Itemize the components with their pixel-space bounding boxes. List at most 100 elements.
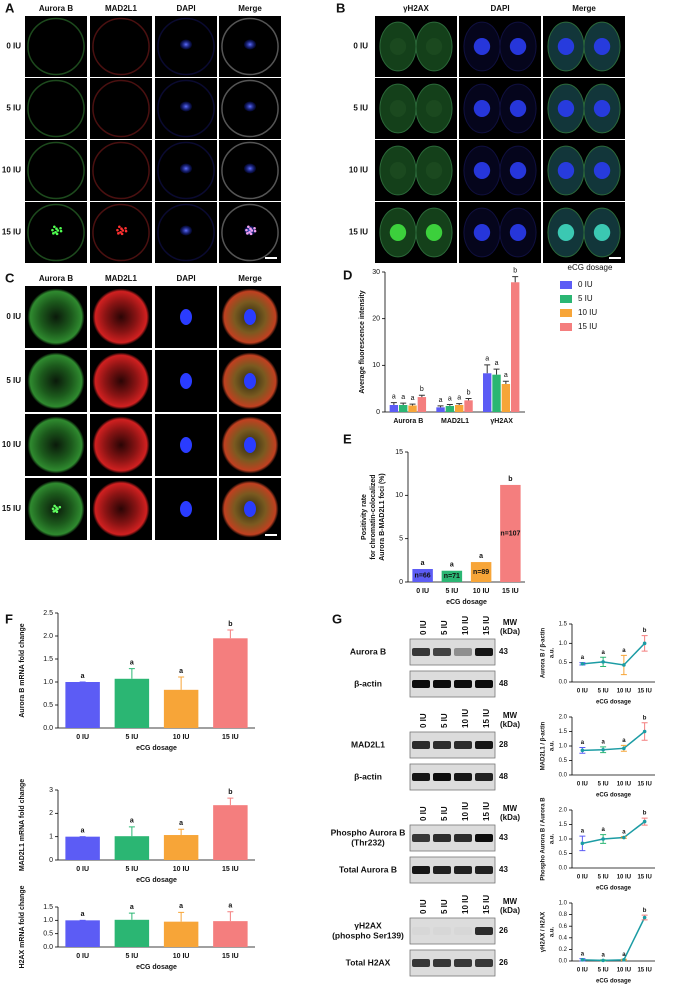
lane-label: 15 IU — [482, 895, 491, 914]
row-label: 10 IU — [349, 166, 368, 175]
signal-spot — [247, 225, 250, 229]
significance-letter: a — [448, 395, 452, 402]
x-tick-label: MAD2L1 — [441, 418, 469, 425]
y-tick-label: 10 — [372, 362, 380, 369]
error-bar — [437, 405, 444, 408]
y-axis-label: γH2AX / H2AX — [541, 912, 547, 952]
x-tick-label: 15 IU — [637, 782, 651, 788]
y-axis-label: Phospho Aurora B / Aurora B — [541, 797, 547, 881]
point — [642, 641, 647, 646]
bar — [464, 400, 473, 412]
oocyte-outline — [92, 203, 150, 262]
lane-label: 10 IU — [461, 895, 470, 914]
nucleus — [425, 37, 443, 56]
column-header: Merge — [572, 4, 596, 13]
nucleus — [473, 161, 491, 180]
x-tick-label: 10 IU — [617, 968, 631, 974]
nucleus — [509, 161, 527, 180]
bar — [455, 405, 464, 412]
panel-label: E — [343, 431, 352, 446]
point — [622, 958, 626, 962]
y-tick-label: 1.0 — [559, 901, 568, 907]
lane-label: 15 IU — [482, 802, 491, 821]
y-tick-label: 1.5 — [559, 729, 568, 735]
signal-spot — [246, 232, 249, 235]
chromatin — [244, 101, 256, 112]
significance-letter: b — [643, 715, 647, 721]
row-label: 0 IU — [6, 312, 21, 321]
y-tick-label: 0.0 — [43, 725, 53, 732]
y-tick-label: 0 — [399, 579, 403, 586]
chromatin — [180, 309, 192, 325]
significance-letter: a — [485, 356, 489, 363]
band — [433, 959, 451, 967]
column-header: DAPI — [490, 4, 509, 13]
error-bar — [512, 276, 519, 283]
bar — [213, 805, 248, 860]
oocyte-outline — [221, 79, 279, 138]
column-header: Aurora B — [39, 274, 73, 283]
point — [601, 660, 605, 664]
signal-spot — [54, 230, 57, 234]
bar — [399, 405, 408, 412]
y-tick-label: 1 — [49, 834, 53, 841]
significance-letter: a — [401, 394, 405, 401]
x-tick-label: 10 IU — [617, 875, 631, 881]
chromatin — [244, 373, 256, 389]
lane-label: 10 IU — [461, 802, 470, 821]
column-header: MAD2L1 — [105, 4, 138, 13]
bar — [492, 374, 501, 412]
error-bar — [493, 368, 500, 375]
oocyte-outline — [92, 79, 150, 138]
significance-letter: a — [601, 827, 605, 833]
row-label: 15 IU — [2, 228, 21, 237]
micrograph — [25, 78, 87, 139]
x-axis-label: eCG dosage — [136, 964, 177, 971]
band — [475, 680, 493, 688]
signal-spot — [52, 232, 55, 235]
oocyte-outline — [27, 203, 85, 262]
signal-spot — [55, 506, 58, 509]
lane-label: 5 IU — [440, 899, 449, 914]
x-tick-label: 15 IU — [637, 689, 651, 695]
significance-letter: a — [81, 673, 85, 680]
sample-size: n=71 — [444, 573, 460, 580]
point — [601, 747, 605, 752]
bar — [501, 384, 511, 412]
y-axis-label: a.u. — [550, 834, 556, 845]
error-bar — [418, 394, 425, 398]
bar — [389, 405, 399, 412]
error-bar — [178, 828, 185, 836]
nucleus — [389, 99, 407, 118]
x-tick-label: 0 IU — [577, 875, 588, 881]
mw-header: MW — [503, 804, 518, 813]
line — [582, 821, 646, 845]
nucleus — [425, 223, 443, 242]
lane-label: 0 IU — [419, 713, 428, 728]
band — [433, 648, 451, 656]
blot-label: β-actin — [354, 678, 382, 688]
bar — [483, 373, 492, 412]
band — [433, 773, 451, 781]
x-tick-label: 10 IU — [173, 734, 190, 741]
point — [580, 662, 585, 666]
chromatin — [244, 309, 256, 325]
nucleus — [509, 37, 527, 56]
nucleus — [425, 161, 443, 180]
y-axis-label: a.u. — [550, 927, 556, 938]
lane-label: 5 IU — [440, 620, 449, 635]
oocyte-outline — [92, 141, 150, 200]
error-bar — [456, 403, 463, 405]
significance-letter: a — [622, 738, 626, 744]
y-tick-label: 2.0 — [43, 633, 53, 640]
y-tick-label: 15 — [395, 449, 403, 456]
blot-label: (Thr232) — [351, 837, 385, 847]
y-tick-label: 0.5 — [559, 758, 568, 764]
y-tick-label: 0.5 — [43, 702, 53, 709]
oocyte-outline — [221, 17, 279, 76]
x-tick-label: 15 IU — [222, 734, 239, 741]
column-header: γH2AX — [403, 4, 429, 13]
y-tick-label: 1.5 — [559, 622, 568, 628]
nucleus — [389, 161, 407, 180]
significance-letter: b — [513, 268, 517, 275]
